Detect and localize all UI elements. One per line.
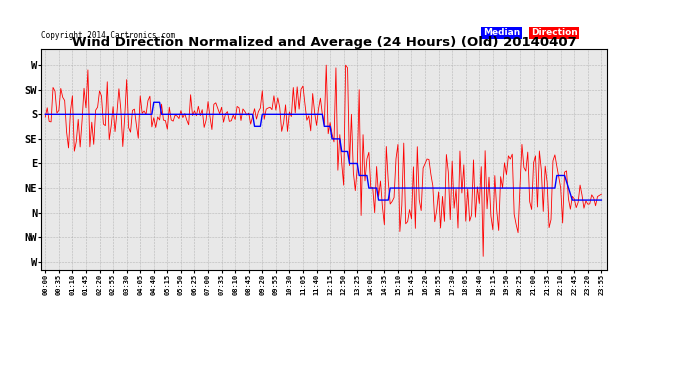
Title: Wind Direction Normalized and Average (24 Hours) (Old) 20140407: Wind Direction Normalized and Average (2… bbox=[72, 36, 577, 49]
Text: Median: Median bbox=[483, 28, 520, 38]
Text: Direction: Direction bbox=[531, 28, 578, 38]
Text: Copyright 2014 Cartronics.com: Copyright 2014 Cartronics.com bbox=[41, 31, 175, 40]
